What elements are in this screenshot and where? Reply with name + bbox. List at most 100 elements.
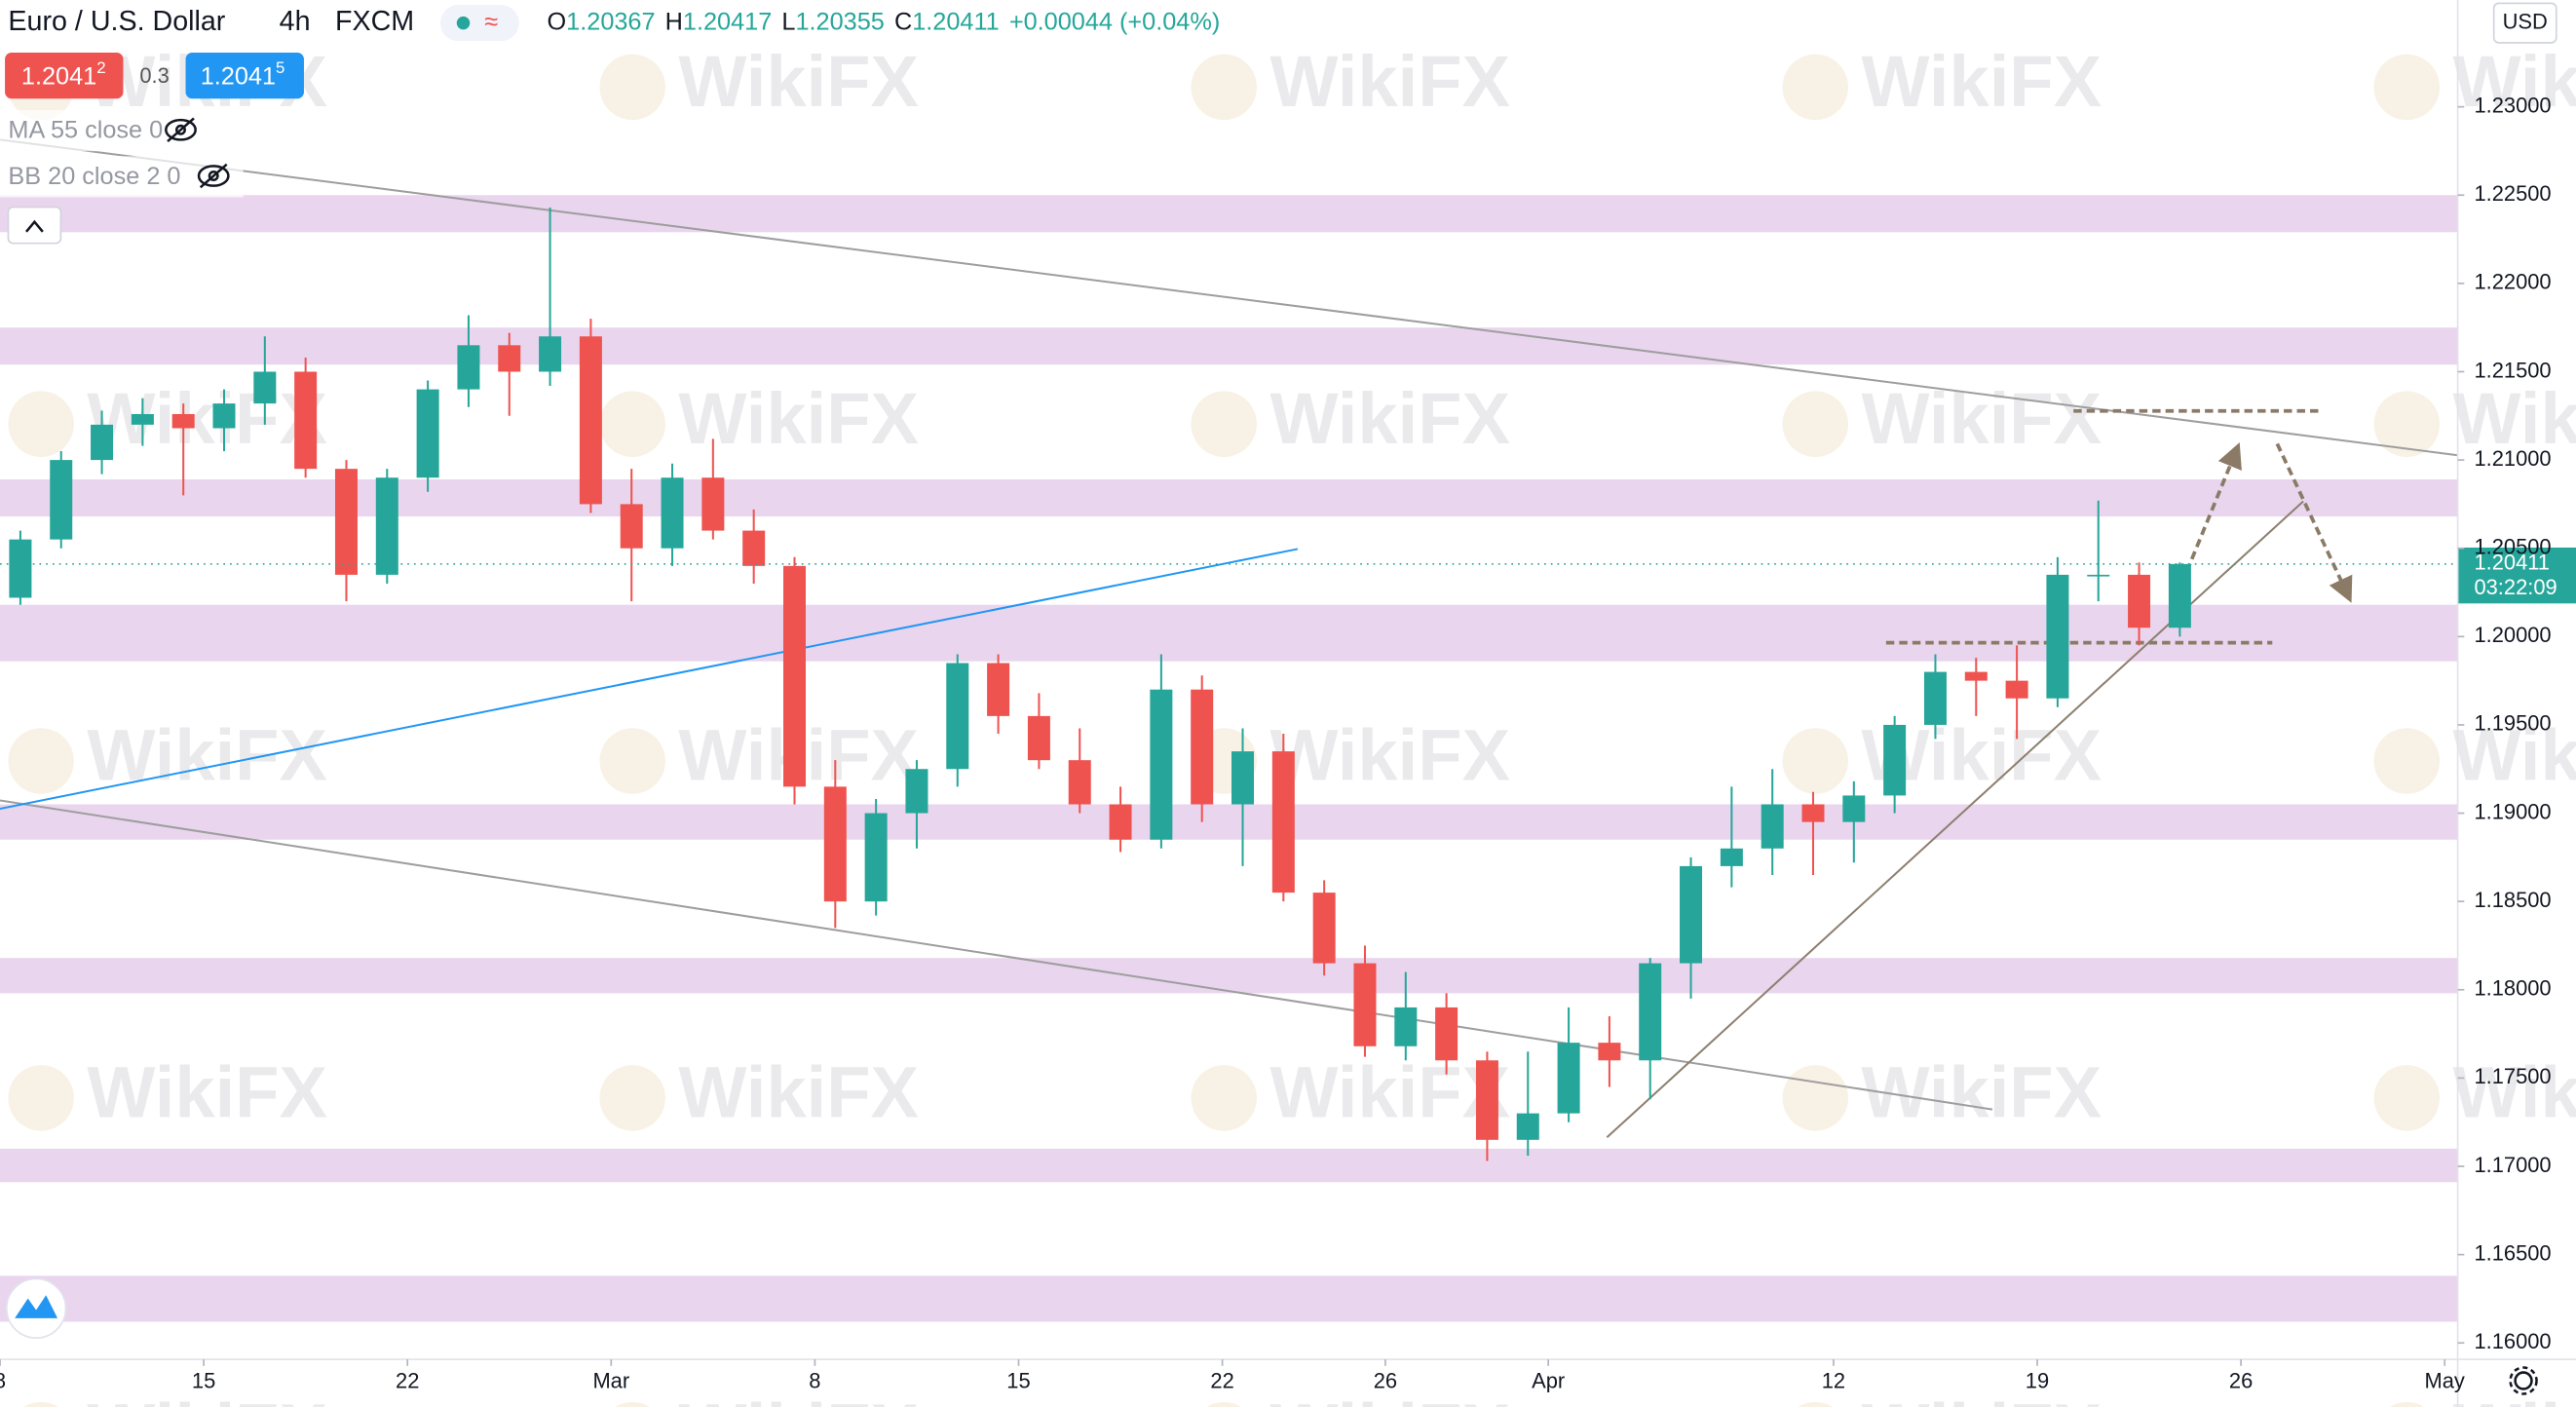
watermark-logo xyxy=(1798,1401,1834,1407)
watermark: WikiFX xyxy=(678,41,919,122)
candle-body xyxy=(375,477,398,575)
ohlc-key: C xyxy=(894,8,912,35)
price-tag xyxy=(2457,547,2576,604)
logo-mark xyxy=(15,1295,58,1318)
y-tick-label: 1.21000 xyxy=(2474,446,2551,471)
watermark: WikiFX xyxy=(2453,1051,2576,1132)
source: FXCM xyxy=(335,6,414,37)
watermark: WikiFX xyxy=(2453,41,2576,122)
y-tick-label: 1.21500 xyxy=(2474,358,2551,382)
collapse-button[interactable] xyxy=(7,206,62,245)
watermark-logo xyxy=(2389,1401,2425,1407)
hide-icon[interactable] xyxy=(165,117,197,143)
watermark-logo xyxy=(599,54,665,121)
candle-body xyxy=(498,345,521,372)
x-tick-label: 15 xyxy=(1006,1368,1030,1392)
settings-icon[interactable] xyxy=(2509,1366,2538,1395)
price-zone xyxy=(0,958,2458,994)
candles xyxy=(9,207,2191,1161)
hide-icon[interactable] xyxy=(197,163,230,189)
candle-body xyxy=(1271,751,1295,894)
watermark-logo xyxy=(2373,728,2441,794)
watermark-logo xyxy=(1782,391,1849,457)
candle-body xyxy=(1680,865,1703,964)
countdown: 03:22:09 xyxy=(2474,575,2557,599)
y-tick-label: 1.19500 xyxy=(2474,711,2551,736)
x-tick-label: 15 xyxy=(192,1368,215,1392)
symbol-title: Euro / U.S. Dollar xyxy=(8,6,225,37)
buy-price-main: 1.2041 xyxy=(201,62,276,90)
watermark: WikiFX xyxy=(87,1051,327,1132)
candle-body xyxy=(1516,1113,1539,1140)
price-zone xyxy=(0,1275,2458,1322)
y-tick-label: 1.18500 xyxy=(2474,888,2551,912)
currency-button[interactable] xyxy=(2492,2,2557,44)
interval: 4h xyxy=(280,6,311,37)
price-zone xyxy=(0,327,2458,365)
candle-body xyxy=(1150,689,1173,840)
trend-line xyxy=(0,138,2458,457)
buy-button[interactable] xyxy=(185,52,304,99)
price-tag-label: 1.20411 xyxy=(2474,551,2550,575)
watermark-logo xyxy=(1782,1065,1849,1131)
collapse-icon xyxy=(25,219,44,233)
y-tick-label: 1.22500 xyxy=(2474,181,2551,206)
x-tick-label: 26 xyxy=(1374,1368,1397,1392)
ohlc-value: 1.20355 xyxy=(795,8,884,35)
buy-price[interactable]: 1.20415 xyxy=(201,58,285,90)
watermark: WikiFX xyxy=(1861,1051,2102,1132)
arrow xyxy=(2179,442,2242,585)
y-tick-label: 1.17500 xyxy=(2474,1064,2551,1088)
spread: 0.3 xyxy=(139,63,169,88)
status-pill[interactable] xyxy=(439,5,519,42)
watermark: WikiFX xyxy=(1861,1388,2102,1407)
watermark-logo xyxy=(615,1401,650,1407)
watermark: WikiFX xyxy=(678,1388,919,1407)
price-zone xyxy=(0,1148,2458,1183)
sell-pip: 2 xyxy=(96,58,105,77)
indicator-label[interactable]: BB 20 close 2 0 xyxy=(8,163,180,190)
candle-body xyxy=(1801,804,1825,822)
candle-body xyxy=(294,371,318,470)
price-zone xyxy=(0,804,2458,840)
sell-price[interactable]: 1.20412 xyxy=(21,58,106,90)
candle-body xyxy=(946,663,969,770)
candle-body xyxy=(1027,715,1050,761)
change: +0.00044 (+0.04%) xyxy=(1009,8,1220,35)
candle-body xyxy=(1598,1043,1621,1061)
ohlc-value: 1.20367 xyxy=(566,8,655,35)
logo[interactable] xyxy=(5,1277,67,1339)
y-tick-label: 1.23000 xyxy=(2474,93,2551,117)
sell-button[interactable] xyxy=(5,52,124,99)
candle-body xyxy=(1109,804,1132,840)
candle-body xyxy=(212,403,236,429)
candle-body xyxy=(9,539,32,598)
candle-body xyxy=(987,663,1010,716)
candle-body xyxy=(334,469,358,575)
buy-pip: 5 xyxy=(276,58,284,77)
watermark-logo xyxy=(599,1065,665,1131)
ohlc-value: 1.20417 xyxy=(683,8,772,35)
watermark: WikiFX xyxy=(1269,1051,1510,1132)
candle-body xyxy=(620,504,643,549)
indicator-bg xyxy=(0,156,244,198)
candle-body xyxy=(1312,893,1336,964)
y-tick-label: 1.20500 xyxy=(2474,535,2551,559)
x-tick-label: 26 xyxy=(2229,1368,2253,1392)
watermark: WikiFX xyxy=(2453,715,2576,796)
watermark: WikiFX xyxy=(2453,378,2576,459)
watermark-logo xyxy=(599,728,665,794)
y-tick-label: 1.17000 xyxy=(2474,1153,2551,1177)
candle-body xyxy=(253,371,277,404)
candle-body xyxy=(1435,1007,1458,1061)
candle-body xyxy=(171,413,195,429)
x-tick-label: 12 xyxy=(1822,1368,1845,1392)
candle-body xyxy=(701,477,725,531)
indicator-label[interactable]: MA 55 close 0 xyxy=(8,117,163,144)
candle-body xyxy=(1923,671,1947,725)
watermark: WikiFX xyxy=(1269,378,1510,459)
x-tick-label: 19 xyxy=(2026,1368,2049,1392)
ohlc-key: O xyxy=(548,8,567,35)
candle-body xyxy=(50,460,73,540)
